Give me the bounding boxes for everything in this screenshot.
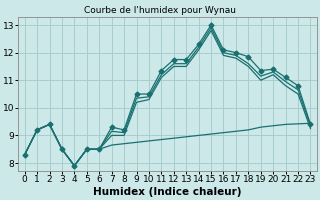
Text: Courbe de l'humidex pour Wynau: Courbe de l'humidex pour Wynau bbox=[84, 6, 236, 15]
X-axis label: Humidex (Indice chaleur): Humidex (Indice chaleur) bbox=[93, 187, 242, 197]
